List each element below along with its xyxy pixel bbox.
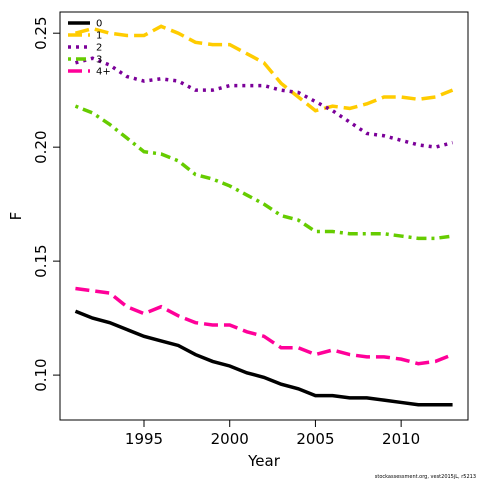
plot-frame	[59, 11, 469, 421]
legend-label: 4+	[96, 67, 111, 78]
footnote: stockassessment.org, vest2015jL, r5213	[375, 474, 476, 480]
y-tick-label: 0.20	[32, 130, 50, 163]
y-tick-label: 0.10	[32, 358, 50, 391]
series-line	[74, 56, 454, 149]
y-tick-label: 0.25	[32, 16, 50, 49]
legend-label: 0	[96, 19, 102, 30]
series-line	[74, 309, 453, 407]
x-axis-label: Year	[247, 452, 281, 470]
x-tick-label: 2000	[211, 430, 249, 448]
legend-label: 2	[96, 43, 102, 54]
y-tick-label: 0.15	[32, 244, 50, 277]
series-line	[75, 286, 454, 366]
x-tick-label: 1995	[125, 430, 163, 448]
series-line	[74, 24, 454, 113]
legend-label: 1	[96, 31, 102, 42]
legend-label: 3	[96, 55, 102, 66]
series-line	[74, 104, 453, 241]
y-axis-label: F	[7, 212, 25, 221]
x-tick-label: 2010	[382, 430, 420, 448]
x-tick-label: 2005	[296, 430, 334, 448]
